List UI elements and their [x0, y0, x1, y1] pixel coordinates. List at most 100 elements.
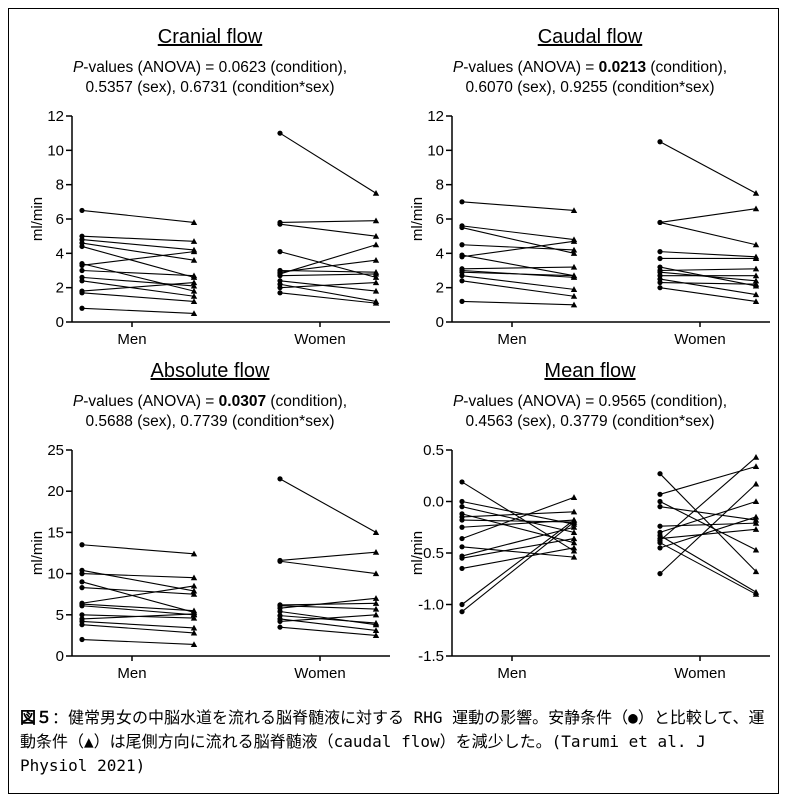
subject-line: [81, 544, 195, 555]
rest-point: [79, 207, 85, 214]
y-tick-label: 4: [436, 245, 444, 262]
rest-point: [79, 542, 85, 548]
subject-line: [659, 506, 757, 521]
y-tick-label: 10: [427, 142, 444, 159]
subject-line: [81, 239, 195, 251]
rest-point: [657, 285, 663, 291]
rest-point: [277, 249, 283, 255]
subject-line: [461, 526, 575, 557]
subject-line: [659, 456, 757, 542]
rest-point: [459, 223, 465, 229]
y-tick-label: 10: [47, 566, 64, 583]
exercise-point: [372, 600, 380, 606]
rest-point: [277, 476, 283, 482]
exercise-point: [372, 570, 380, 577]
subject-line: [279, 223, 377, 237]
y-axis-label: ml/min: [409, 531, 426, 575]
rest-point: [657, 219, 663, 226]
subject-line: [81, 292, 195, 302]
caption-text: ：健常男女の中脳水道を流れる脳脊髄液に対する RHG 運動の影響。安静条件（●）…: [20, 708, 765, 775]
exercise-point: [190, 641, 198, 648]
exercise-point: [372, 274, 380, 280]
rest-point: [277, 613, 283, 619]
subject-line: [81, 307, 195, 314]
rest-point: [459, 252, 465, 258]
subject-line: [659, 535, 757, 593]
x-tick-label: Men: [497, 665, 526, 682]
exercise-point: [372, 287, 380, 294]
rest-point: [79, 305, 85, 311]
exercise-point: [570, 524, 578, 530]
pvalue-text-post: (condition),: [266, 393, 348, 410]
exercise-point: [372, 529, 380, 535]
rest-point: [459, 479, 465, 485]
rest-point: [79, 267, 85, 274]
subject-line: [81, 263, 195, 292]
y-tick-label: 6: [56, 211, 64, 228]
figure-frame: [8, 8, 779, 794]
subject-line: [279, 251, 377, 278]
subject-line: [279, 244, 377, 275]
panel-pvalues: P-values (ANOVA) = 0.0307 (condition), 0…: [20, 392, 400, 432]
y-tick-label: 2: [56, 280, 64, 297]
exercise-point: [190, 279, 198, 286]
subject-line: [279, 283, 377, 302]
subject-line: [81, 209, 195, 223]
rest-point: [459, 498, 465, 505]
rest-point: [277, 290, 283, 296]
subject-line: [279, 259, 377, 273]
exercise-point: [570, 518, 578, 525]
exercise-point: [372, 217, 380, 224]
exercise-point: [752, 513, 760, 520]
x-tick-label: Women: [294, 665, 345, 682]
subject-line: [279, 610, 377, 626]
subject-line: [461, 506, 575, 533]
subject-line: [659, 141, 757, 194]
subject-line: [461, 513, 575, 544]
y-tick-label: -1.5: [418, 648, 444, 665]
pvalue-line2: 0.5688 (sex), 0.7739 (condition*sex): [85, 413, 335, 430]
rest-point: [657, 523, 663, 529]
subject-line: [279, 280, 377, 292]
rest-point: [459, 278, 465, 284]
rest-point: [657, 498, 663, 505]
rest-point: [79, 288, 85, 294]
exercise-point: [570, 547, 578, 554]
exercise-point: [752, 241, 760, 248]
rest-point: [277, 278, 283, 284]
exercise-point: [752, 546, 760, 553]
rest-point: [459, 601, 465, 608]
exercise-point: [752, 190, 760, 196]
exercise-point: [570, 286, 578, 292]
exercise-point: [752, 591, 760, 597]
rest-point: [657, 264, 663, 270]
rest-point: [459, 524, 465, 530]
caudal-flow-chart: 0 2 4 6 8 10 12 Men Women ml/min: [409, 108, 770, 348]
exercise-point: [372, 621, 380, 628]
figure-label: 図５: [20, 708, 53, 727]
x-tick-label: Men: [497, 331, 526, 348]
cranial-flow-chart: 0 2 4 6 8 10 12 Men Women ml/min: [29, 108, 390, 348]
subject-line: [81, 281, 195, 292]
exercise-point: [190, 298, 198, 304]
y-tick-label: 5: [56, 607, 64, 624]
exercise-point: [570, 250, 578, 256]
subject-line: [279, 551, 377, 561]
rest-point: [459, 266, 465, 272]
rest-point: [79, 612, 85, 618]
exercise-point: [752, 498, 760, 505]
y-tick-label: 20: [47, 483, 64, 500]
subject-line: [461, 240, 575, 258]
subject-line: [461, 511, 575, 518]
rest-point: [277, 624, 283, 630]
exercise-point: [190, 614, 198, 621]
exercise-point: [190, 282, 198, 289]
panel-pvalues: P-values (ANOVA) = 0.0623 (condition), 0…: [20, 58, 400, 98]
rest-point: [657, 504, 663, 510]
exercise-point: [570, 508, 578, 515]
exercise-point: [752, 298, 760, 304]
y-tick-label: 2: [436, 280, 444, 297]
subject-line: [461, 546, 575, 558]
exercise-point: [372, 269, 380, 275]
rest-point: [459, 535, 465, 542]
